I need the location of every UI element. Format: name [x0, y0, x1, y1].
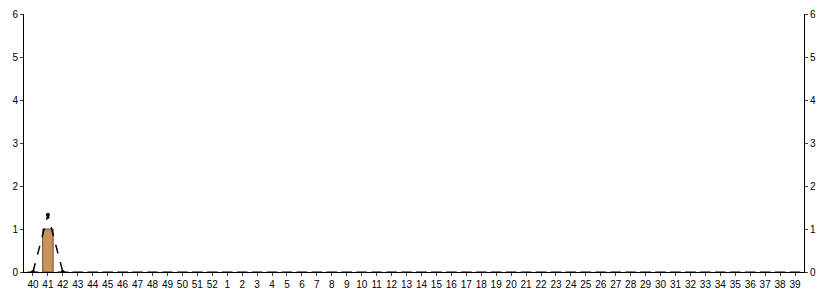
svg-text:42: 42	[57, 279, 69, 290]
svg-text:41: 41	[42, 279, 54, 290]
svg-text:1: 1	[810, 224, 816, 235]
svg-text:34: 34	[715, 279, 727, 290]
svg-text:4: 4	[269, 279, 275, 290]
svg-text:38: 38	[775, 279, 787, 290]
svg-text:33: 33	[700, 279, 712, 290]
svg-text:44: 44	[87, 279, 99, 290]
svg-text:29: 29	[640, 279, 652, 290]
svg-text:7: 7	[314, 279, 320, 290]
svg-text:17: 17	[461, 279, 473, 290]
svg-text:3: 3	[810, 138, 816, 149]
svg-text:47: 47	[132, 279, 144, 290]
svg-text:28: 28	[625, 279, 637, 290]
svg-text:9: 9	[344, 279, 350, 290]
svg-text:12: 12	[386, 279, 398, 290]
svg-text:5: 5	[810, 52, 816, 63]
svg-text:2: 2	[239, 279, 245, 290]
svg-text:36: 36	[745, 279, 757, 290]
svg-text:32: 32	[685, 279, 697, 290]
svg-text:51: 51	[192, 279, 204, 290]
svg-text:37: 37	[760, 279, 772, 290]
svg-text:24: 24	[565, 279, 577, 290]
svg-text:21: 21	[521, 279, 533, 290]
svg-text:50: 50	[177, 279, 189, 290]
svg-text:35: 35	[730, 279, 742, 290]
svg-text:31: 31	[670, 279, 682, 290]
svg-text:46: 46	[117, 279, 129, 290]
svg-text:49: 49	[162, 279, 174, 290]
svg-text:14: 14	[416, 279, 428, 290]
svg-text:43: 43	[72, 279, 84, 290]
svg-text:40: 40	[27, 279, 39, 290]
svg-text:25: 25	[580, 279, 592, 290]
svg-text:15: 15	[431, 279, 443, 290]
svg-text:5: 5	[284, 279, 290, 290]
svg-text:20: 20	[506, 279, 518, 290]
svg-text:11: 11	[371, 279, 382, 290]
svg-text:19: 19	[491, 279, 503, 290]
svg-text:1: 1	[12, 224, 18, 235]
svg-text:1: 1	[224, 279, 230, 290]
svg-text:2: 2	[12, 181, 18, 192]
svg-text:23: 23	[550, 279, 562, 290]
svg-text:6: 6	[299, 279, 305, 290]
svg-text:27: 27	[610, 279, 622, 290]
svg-text:4: 4	[12, 95, 18, 106]
svg-text:18: 18	[476, 279, 488, 290]
svg-text:5: 5	[12, 52, 18, 63]
svg-text:22: 22	[535, 279, 547, 290]
svg-text:8: 8	[329, 279, 335, 290]
svg-text:45: 45	[102, 279, 114, 290]
svg-text:48: 48	[147, 279, 159, 290]
svg-text:0: 0	[810, 267, 816, 278]
svg-text:4: 4	[810, 95, 816, 106]
svg-text:3: 3	[12, 138, 18, 149]
svg-text:10: 10	[356, 279, 368, 290]
svg-text:0: 0	[12, 267, 18, 278]
svg-text:13: 13	[401, 279, 413, 290]
svg-text:26: 26	[595, 279, 607, 290]
svg-text:6: 6	[810, 9, 816, 20]
svg-text:2: 2	[810, 181, 816, 192]
svg-text:30: 30	[655, 279, 667, 290]
svg-text:52: 52	[207, 279, 219, 290]
svg-text:6: 6	[12, 9, 18, 20]
svg-text:16: 16	[446, 279, 458, 290]
svg-text:3: 3	[254, 279, 260, 290]
svg-text:39: 39	[789, 279, 801, 290]
